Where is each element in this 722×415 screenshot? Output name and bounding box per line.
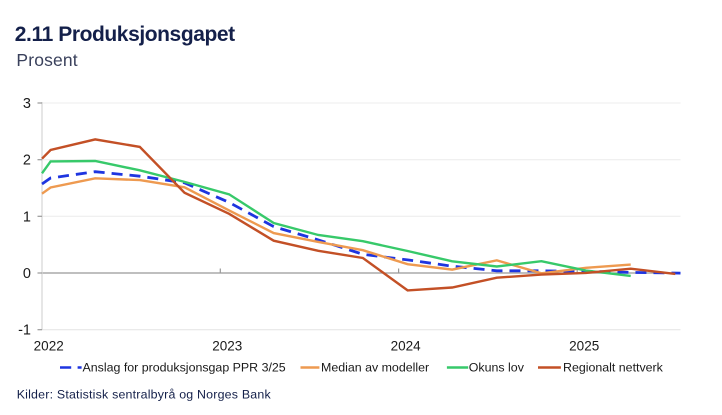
svg-text:Anslag for produksjonsgap PPR: Anslag for produksjonsgap PPR 3/25 [83,361,286,375]
svg-text:2023: 2023 [212,339,242,354]
svg-text:2022: 2022 [34,339,64,354]
svg-text:0: 0 [23,266,31,282]
svg-text:2024: 2024 [391,339,422,354]
svg-text:1: 1 [23,209,31,225]
svg-text:2.11 Produksjonsgapet: 2.11 Produksjonsgapet [15,23,235,46]
svg-text:2025: 2025 [569,339,599,354]
svg-text:Kilder: Statistisk sentralbyrå: Kilder: Statistisk sentralbyrå og Norges… [17,388,272,402]
svg-text:Regionalt nettverk: Regionalt nettverk [563,361,664,375]
svg-text:Median av modeller: Median av modeller [321,361,429,375]
svg-text:-1: -1 [18,323,31,339]
svg-text:Prosent: Prosent [16,50,77,70]
svg-text:3: 3 [23,96,31,112]
svg-text:2: 2 [23,153,31,169]
svg-text:Okuns lov: Okuns lov [469,361,525,375]
